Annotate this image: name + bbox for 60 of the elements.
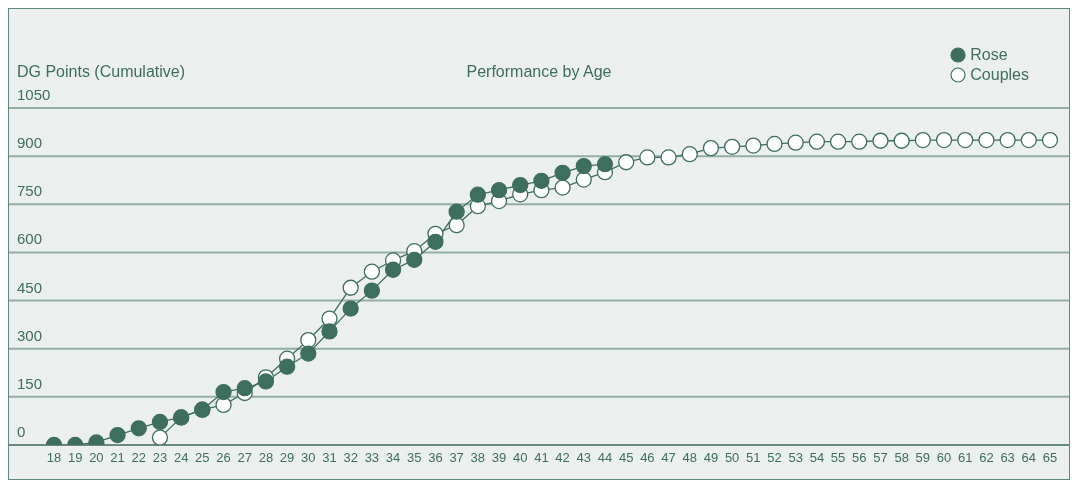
x-tick-label: 39	[491, 450, 507, 466]
y-tick-label: 600	[17, 230, 43, 248]
x-tick-label: 29	[279, 450, 295, 466]
x-tick-label: 53	[788, 450, 803, 466]
x-tick-label: 45	[618, 450, 634, 466]
x-tick-label: 64	[1021, 450, 1037, 466]
x-tick-label: 26	[216, 450, 231, 466]
x-tick-label: 63	[1000, 450, 1015, 466]
x-tick-label: 62	[979, 450, 994, 466]
x-tick-label: 54	[809, 450, 825, 466]
x-tick-label: 41	[534, 450, 549, 466]
x-tick-label: 34	[385, 450, 401, 466]
x-tick-label: 22	[131, 450, 146, 466]
x-tick-label: 40	[512, 450, 528, 466]
x-tick-label: 60	[936, 450, 952, 466]
y-tick-label: 750	[17, 182, 43, 200]
x-tick-label: 33	[364, 450, 380, 466]
x-tick-label: 52	[767, 450, 782, 466]
x-tick-label: 43	[576, 450, 592, 466]
x-tick-label: 47	[661, 450, 676, 466]
x-tick-label: 19	[67, 450, 83, 466]
x-tick-label: 36	[428, 450, 443, 466]
x-tick-label: 20	[89, 450, 104, 466]
x-tick-label: 61	[958, 450, 973, 466]
x-tick-label: 51	[746, 450, 761, 466]
x-tick-label: 59	[915, 450, 931, 466]
y-tick-label: 150	[17, 374, 43, 392]
x-tick-label: 58	[894, 450, 909, 466]
y-tick-label: 900	[17, 134, 43, 152]
x-tick-label: 48	[682, 450, 697, 466]
x-tick-label: 27	[237, 450, 252, 466]
y-tick-label: 450	[17, 278, 43, 296]
x-tick-label: 25	[195, 450, 210, 466]
y-axis-title: DG Points (Cumulative)	[17, 63, 186, 81]
x-tick-label: 65	[1042, 450, 1058, 466]
legend-label: Rose	[970, 45, 1008, 65]
x-tick-label: 23	[152, 450, 168, 466]
x-tick-label: 50	[724, 450, 740, 466]
y-tick-label: 300	[17, 326, 43, 344]
x-tick-label: 49	[703, 450, 719, 466]
x-tick-label: 31	[322, 450, 337, 466]
x-tick-label: 24	[173, 450, 189, 466]
x-tick-label: 35	[407, 450, 422, 466]
x-tick-label: 32	[343, 450, 358, 466]
x-tick-label: 44	[597, 450, 613, 466]
y-tick-label: 1050	[17, 86, 51, 103]
x-tick-label: 37	[449, 450, 464, 466]
chart-title: Performance by Age	[466, 63, 612, 80]
x-tick-label: 38	[470, 450, 486, 466]
x-tick-label: 55	[830, 450, 846, 466]
legend-label: Couples	[970, 65, 1029, 85]
x-tick-label: 46	[640, 450, 655, 466]
x-tick-label: 56	[852, 450, 867, 466]
y-tick-label: 0	[17, 423, 26, 440]
x-tick-label: 28	[258, 450, 274, 466]
x-tick-label: 18	[46, 450, 62, 466]
x-tick-label: 21	[110, 450, 125, 466]
x-tick-label: 30	[301, 450, 316, 466]
x-tick-label: 57	[873, 450, 888, 466]
x-tick-label: 42	[555, 450, 570, 466]
